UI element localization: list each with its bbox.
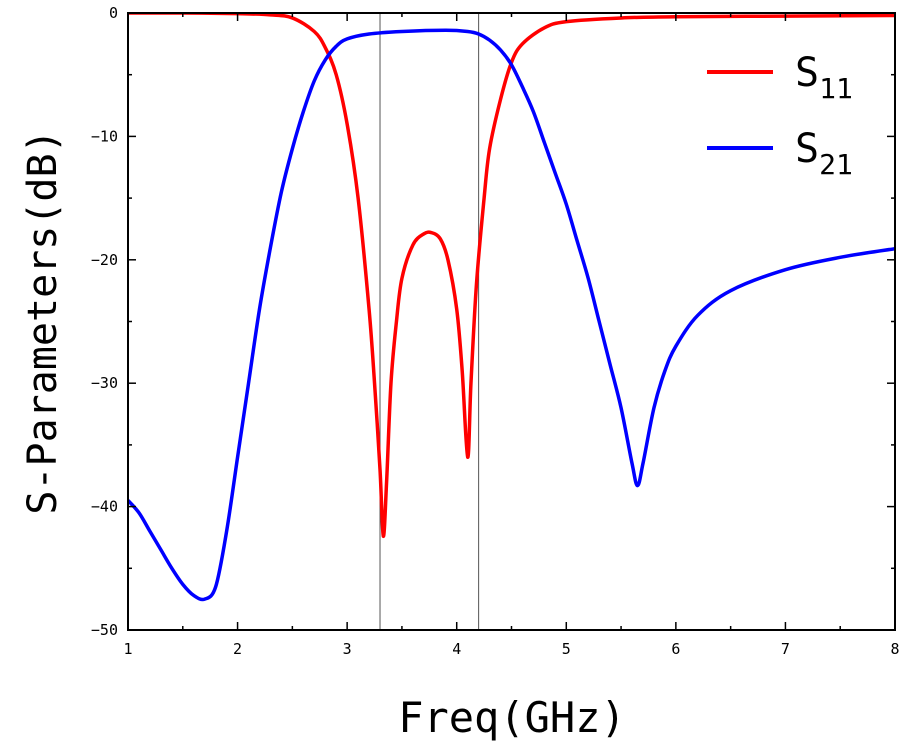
y-axis-title: S-Parameters(dB) [20,129,66,514]
series-line-s11 [128,13,895,538]
y-tick-label: 0 [109,4,118,22]
legend-label-s11: S11 [795,50,853,105]
y-tick-label: −50 [91,621,118,639]
x-tick-label: 5 [562,640,571,658]
y-tick-label: −40 [91,498,118,516]
x-tick-label: 4 [452,640,461,658]
y-tick-label: −20 [91,251,118,269]
x-tick-label: 2 [233,640,242,658]
x-tick-label: 1 [123,640,132,658]
y-tick-label: −30 [91,374,118,392]
x-tick-label: 3 [343,640,352,658]
x-tick-label: 7 [781,640,790,658]
x-tick-label: 6 [671,640,680,658]
plot-frame [127,12,896,631]
ticks: 1 2 3 4 5 6 7 8 0 −10 −20 −30 −40 −50 [91,4,900,658]
y-tick-label: −10 [91,127,118,145]
reference-lines [379,13,480,630]
series-layer [128,13,895,602]
x-axis-title: Freq(GHz) [398,693,626,742]
series-line-s21 [128,28,895,602]
x-tick-label: 8 [890,640,899,658]
axes [127,12,896,631]
legend-label-s21: S21 [795,126,853,181]
